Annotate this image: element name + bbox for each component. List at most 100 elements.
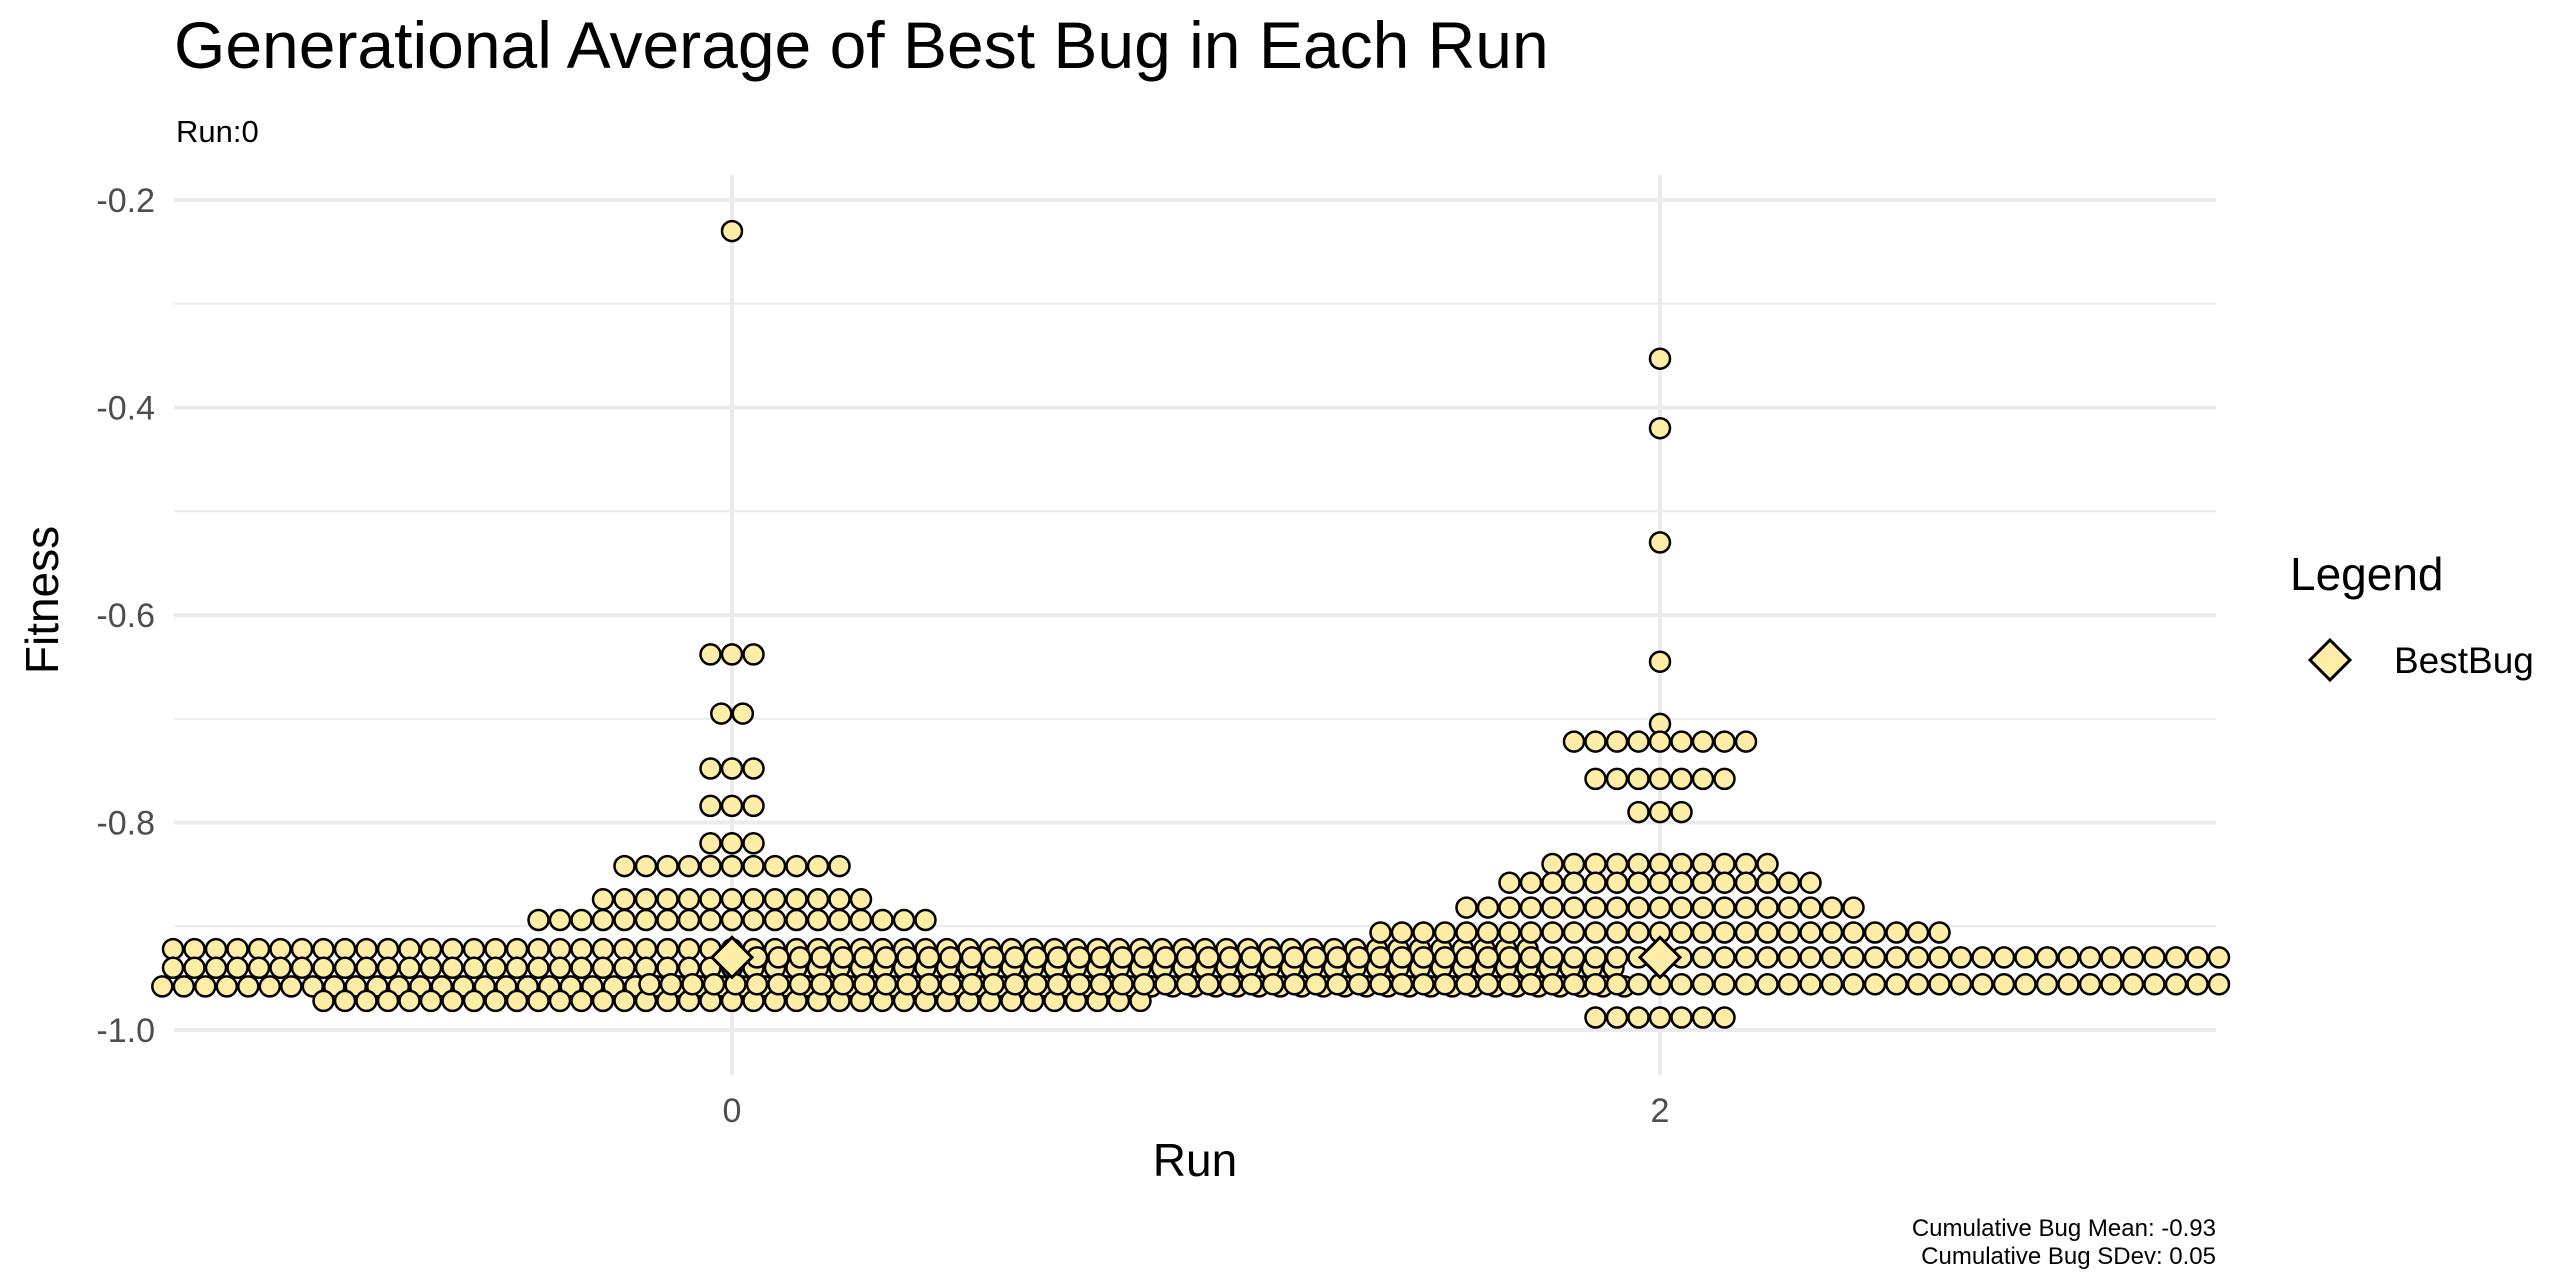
data-point <box>1003 973 1027 996</box>
data-point <box>1756 946 1779 969</box>
data-point <box>1842 946 1865 969</box>
data-point <box>2014 946 2037 969</box>
data-point <box>785 888 808 911</box>
data-point <box>398 956 421 980</box>
data-point <box>226 937 249 961</box>
data-point <box>1863 921 1887 944</box>
data-point <box>677 937 701 961</box>
data-point <box>699 757 722 780</box>
data-point <box>710 702 733 725</box>
data-point <box>355 989 378 1013</box>
data-point <box>548 937 572 961</box>
x-tick-label: 0 <box>723 1092 742 1130</box>
data-point <box>1541 896 1564 919</box>
data-point <box>677 854 701 878</box>
data-point <box>258 975 282 998</box>
data-point <box>1734 921 1758 944</box>
data-point <box>1541 852 1564 876</box>
data-point <box>1476 896 1500 919</box>
data-point <box>269 956 292 980</box>
data-point <box>810 946 833 969</box>
legend-key-diamond <box>2307 637 2353 683</box>
data-point <box>1691 973 1715 996</box>
data-point <box>1627 800 1650 824</box>
data-point <box>215 975 239 998</box>
data-point <box>656 908 679 932</box>
data-point <box>441 956 464 980</box>
data-point <box>1111 946 1134 969</box>
data-point <box>745 973 769 996</box>
data-point <box>1648 800 1672 824</box>
data-point <box>1648 531 1672 554</box>
data-point <box>1412 973 1435 996</box>
data-point <box>1627 1006 1650 1029</box>
data-point <box>724 973 747 996</box>
data-point <box>484 989 507 1013</box>
data-point <box>151 975 174 998</box>
data-point <box>1304 946 1328 969</box>
data-point <box>1648 852 1672 876</box>
data-point <box>720 219 744 243</box>
data-point <box>312 937 335 961</box>
data-point <box>720 757 744 780</box>
data-point <box>1885 946 1908 969</box>
data-point <box>1670 767 1693 791</box>
data-point <box>1648 650 1672 673</box>
x-axis-title: Run <box>1153 1134 1237 1186</box>
data-point <box>1713 730 1736 753</box>
data-point <box>1691 852 1715 876</box>
y-tick-label: -1.0 <box>96 1012 155 1050</box>
data-point <box>1433 921 1457 944</box>
data-point <box>2207 946 2231 969</box>
data-point <box>376 956 400 980</box>
data-point <box>1605 896 1629 919</box>
data-point <box>1605 946 1629 969</box>
data-point <box>1777 921 1801 944</box>
data-point <box>699 908 722 932</box>
data-point <box>1111 973 1134 996</box>
legend-title: Legend <box>2290 548 2444 600</box>
data-point <box>720 854 744 878</box>
data-point <box>1627 767 1650 791</box>
data-point <box>1562 896 1586 919</box>
data-point <box>1562 946 1586 969</box>
data-point <box>1799 921 1822 944</box>
data-point <box>591 908 615 932</box>
mean-diamond <box>709 935 755 980</box>
data-point <box>1691 871 1715 894</box>
data-point <box>1605 921 1629 944</box>
data-point <box>1605 852 1629 876</box>
data-point <box>1283 973 1306 996</box>
data-point <box>1068 946 1091 969</box>
data-point <box>1627 896 1650 919</box>
data-point <box>1541 871 1564 894</box>
data-point <box>896 946 919 969</box>
data-point <box>172 975 196 998</box>
data-point <box>419 937 443 961</box>
data-point <box>1713 973 1736 996</box>
data-point <box>570 937 593 961</box>
data-point <box>982 946 1005 969</box>
data-point <box>1240 973 1263 996</box>
data-point <box>1433 946 1457 969</box>
data-point <box>1756 921 1779 944</box>
data-point <box>161 956 185 980</box>
data-point <box>1519 896 1543 919</box>
data-point <box>1820 921 1844 944</box>
data-point <box>1713 871 1736 894</box>
data-point <box>656 937 679 961</box>
data-point <box>763 888 787 911</box>
data-point <box>720 888 744 911</box>
data-point <box>960 946 984 969</box>
data-point <box>634 854 658 878</box>
data-point <box>613 989 636 1013</box>
data-point <box>290 956 314 980</box>
data-point <box>613 908 636 932</box>
data-point <box>785 908 808 932</box>
data-point <box>1648 416 1672 440</box>
data-point <box>731 702 755 725</box>
data-point <box>355 937 378 961</box>
data-point <box>355 956 378 980</box>
data-point <box>1605 730 1629 753</box>
data-point <box>1691 767 1715 791</box>
